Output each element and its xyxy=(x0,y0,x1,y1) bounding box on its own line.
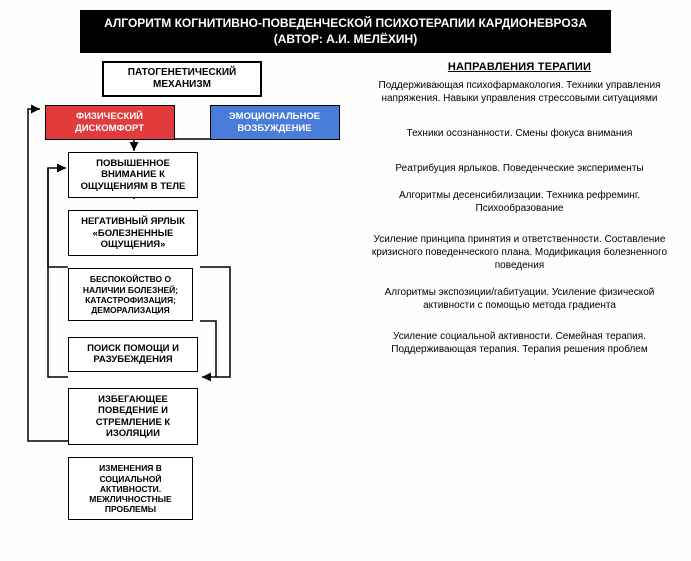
therapy-column: НАПРАВЛЕНИЯ ТЕРАПИИ Поддерживающая психо… xyxy=(352,61,679,520)
node-avoidance: ИЗБЕГАЮЩЕЕ ПОВЕДЕНИЕ И СТРЕМЛЕНИЕ К ИЗОЛ… xyxy=(68,388,198,446)
therapy-item: Усиление принципа принятия и ответственн… xyxy=(360,233,679,272)
mechanism-header: ПАТОГЕНЕТИЧЕСКИЙ МЕХАНИЗМ xyxy=(102,61,262,97)
node-negative-label: НЕГАТИВНЫЙ ЯРЛЫК «БОЛЕЗНЕННЫЕ ОЩУЩЕНИЯ» xyxy=(68,210,198,256)
therapy-item: Алгоритмы десенсибилизации. Техника рефр… xyxy=(360,189,679,215)
start-node-row: ФИЗИЧЕСКИЙ ДИСКОМФОРТ ЭМОЦИОНАЛЬНОЕ ВОЗБ… xyxy=(42,105,342,140)
therapy-item: Поддерживающая психофармакология. Техник… xyxy=(360,79,679,105)
therapy-item: Техники осознанности. Смены фокуса внима… xyxy=(360,127,679,140)
node-seek-help: ПОИСК ПОМОЩИ И РАЗУБЕЖДЕНИЯ xyxy=(68,337,198,372)
therapy-list: Поддерживающая психофармакология. Техник… xyxy=(360,79,679,356)
therapy-item: Алгоритмы экспозиции/габитуации. Усилени… xyxy=(360,286,679,312)
node-emotional-arousal: ЭМОЦИОНАЛЬНОЕ ВОЗБУЖДЕНИЕ xyxy=(210,105,340,140)
node-attention: ПОВЫШЕННОЕ ВНИМАНИЕ К ОЩУЩЕНИЯМ В ТЕЛЕ xyxy=(68,152,198,198)
therapy-header: НАПРАВЛЕНИЯ ТЕРАПИИ xyxy=(360,61,679,73)
node-social-change: ИЗМЕНЕНИЯ В СОЦИАЛЬНОЙ АКТИВНОСТИ. МЕЖЛИ… xyxy=(68,457,193,520)
node-physical-discomfort: ФИЗИЧЕСКИЙ ДИСКОМФОРТ xyxy=(45,105,175,140)
node-worry: БЕСПОКОЙСТВО О НАЛИЧИИ БОЛЕЗНЕЙ; КАТАСТР… xyxy=(68,268,193,321)
flowchart-column: ПАТОГЕНЕТИЧЕСКИЙ МЕХАНИЗМ ФИЗИЧЕСКИЙ ДИС… xyxy=(12,61,352,520)
therapy-item: Реатрибуция ярлыков. Поведенческие экспе… xyxy=(360,162,679,175)
therapy-item: Усиление социальной активности. Семейная… xyxy=(360,330,679,356)
columns-wrap: ПАТОГЕНЕТИЧЕСКИЙ МЕХАНИЗМ ФИЗИЧЕСКИЙ ДИС… xyxy=(0,61,691,520)
diagram-title: АЛГОРИТМ КОГНИТИВНО-ПОВЕДЕНЧЕСКОЙ ПСИХОТ… xyxy=(80,10,611,53)
